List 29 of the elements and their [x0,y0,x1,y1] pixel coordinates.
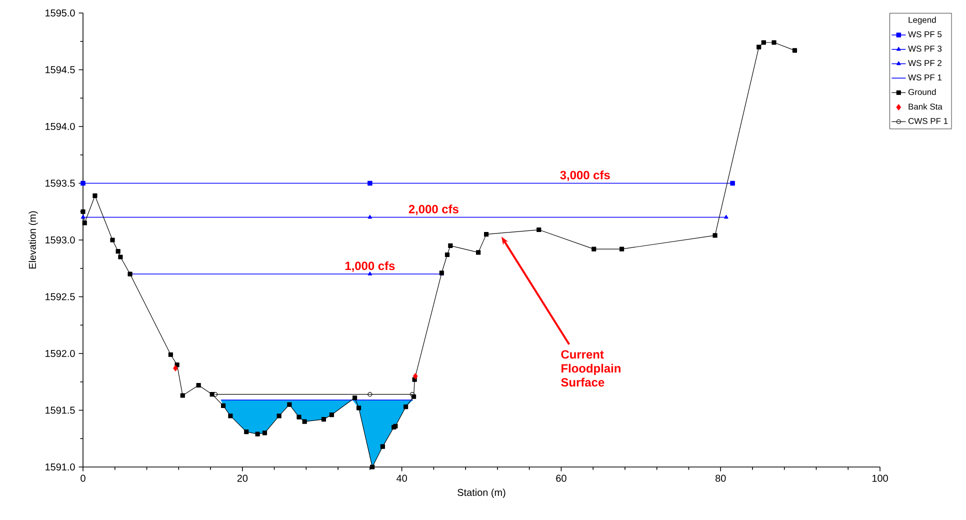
annotation: 2,000 cfs [408,204,458,216]
legend-label: Ground [908,88,936,96]
legend-label: CWS PF 1 [908,118,948,124]
legend-label: Bank Sta [908,103,942,110]
annotation: Current Floodplain Surface [561,350,620,387]
legend-label: WS PF 2 [908,60,942,66]
y-tick-label: 1592.0 [46,350,75,358]
y-tick-label: 1592.5 [46,293,75,300]
annotation: 3,000 cfs [560,170,610,182]
y-tick-label: 1591.0 [46,463,75,471]
y-tick-label: 1593.5 [46,180,75,187]
x-tick-label: 60 [556,474,566,482]
y-tick-label: 1594.5 [46,66,75,74]
x-tick-label: 80 [716,474,726,482]
legend-title: Legend [908,16,936,25]
y-tick-label: 1595.0 [46,9,75,17]
y-tick-label: 1594.0 [46,122,75,130]
legend-label: WS PF 3 [908,46,942,52]
y-tick-label: 1593.0 [46,236,75,244]
legend-label: WS PF 5 [908,31,942,38]
x-tick-label: 0 [80,474,86,482]
annotation: 1,000 cfs [345,261,395,272]
y-tick-label: 1591.5 [46,406,75,414]
x-tick-label: 40 [396,474,407,482]
legend-label: WS PF 1 [908,74,942,80]
x-tick-label: 100 [872,474,888,482]
x-axis-title: Station (m) [458,488,506,498]
x-tick-label: 20 [237,474,248,482]
y-axis-title: Elevation (m) [28,211,38,269]
